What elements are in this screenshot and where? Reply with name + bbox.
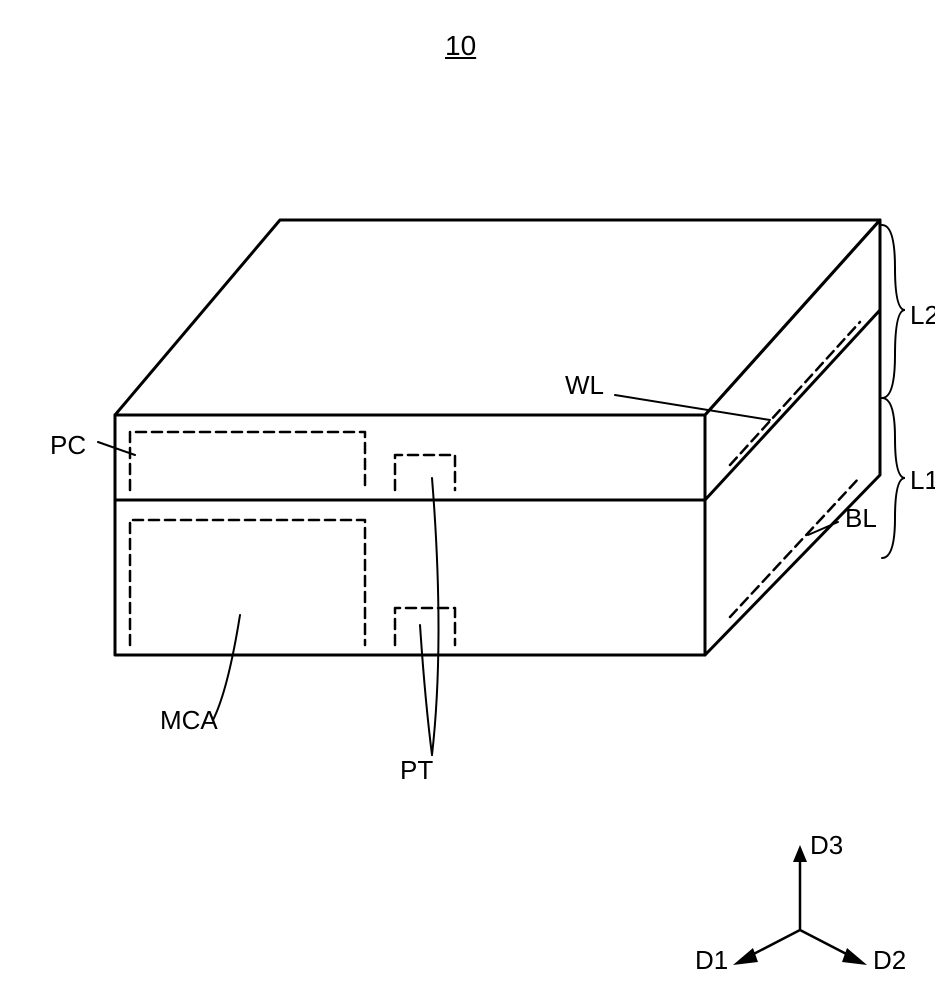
diagram-svg xyxy=(0,0,935,1000)
d2-label: D2 xyxy=(873,945,906,976)
right-split xyxy=(705,310,880,500)
brace-l1 xyxy=(882,398,905,558)
front-face xyxy=(115,415,705,655)
pt-upper-dashed xyxy=(395,455,455,490)
mca-lower-dashed xyxy=(130,520,365,645)
figure-title: 10 xyxy=(445,30,476,62)
mca-label: MCA xyxy=(160,705,218,736)
d1-label: D1 xyxy=(695,945,728,976)
bl-label: BL xyxy=(845,503,877,534)
bl-dashed xyxy=(730,477,860,617)
wl-label: WL xyxy=(565,370,604,401)
l1-label: L1 xyxy=(910,465,935,496)
top-face xyxy=(115,220,880,415)
l2-label: L2 xyxy=(910,300,935,331)
brace-l2 xyxy=(882,225,905,398)
axes xyxy=(733,845,867,965)
pt-label: PT xyxy=(400,755,433,786)
right-face xyxy=(705,220,880,655)
mca-upper-dashed xyxy=(130,432,365,490)
pt-lower-dashed xyxy=(395,608,455,645)
pt-leader-2 xyxy=(432,478,439,755)
wl-dashed xyxy=(730,322,860,465)
d3-label: D3 xyxy=(810,830,843,861)
pc-label: PC xyxy=(50,430,86,461)
pt-leader-1 xyxy=(420,625,432,755)
